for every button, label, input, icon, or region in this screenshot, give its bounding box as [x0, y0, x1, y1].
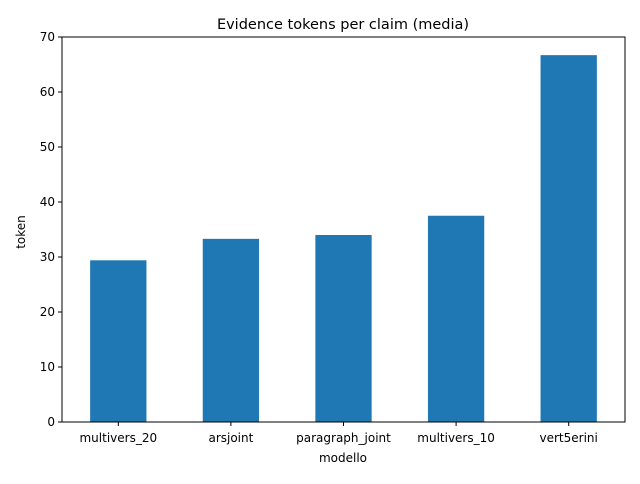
- x-tick-label: paragraph_joint: [296, 431, 391, 445]
- chart-title: Evidence tokens per claim (media): [217, 17, 469, 33]
- y-tick-label: 0: [47, 415, 55, 429]
- bar-vert5erini: [540, 55, 597, 423]
- x-axis-label: modello: [319, 451, 367, 465]
- bar-multivers-20: [90, 260, 147, 422]
- x-axis-ticks: multivers_20 arsjoint paragraph_joint multi…: [79, 422, 598, 445]
- x-tick-label: vert5erini: [540, 431, 598, 445]
- bar-multivers-10: [427, 215, 485, 422]
- y-tick-label: 70: [40, 30, 55, 44]
- x-tick-label: multivers_20: [79, 431, 157, 445]
- y-axis-label: token: [14, 215, 28, 249]
- y-tick-label: 10: [40, 360, 55, 374]
- y-tick-label: 50: [40, 140, 55, 154]
- plot-area-frame: [61, 36, 626, 423]
- bar-series: [90, 55, 597, 423]
- x-tick-label: arsjoint: [208, 431, 253, 445]
- y-tick-label: 20: [40, 305, 55, 319]
- y-tick-label: 40: [40, 195, 55, 209]
- y-tick-label: 30: [40, 250, 55, 264]
- bar-arsjoint: [202, 238, 260, 422]
- bar-paragraph-joint: [315, 235, 372, 422]
- y-tick-label: 60: [40, 85, 55, 99]
- x-tick-label: multivers_10: [417, 431, 495, 445]
- y-axis-ticks: 0 10 20 30 40 50 60 70: [40, 30, 62, 429]
